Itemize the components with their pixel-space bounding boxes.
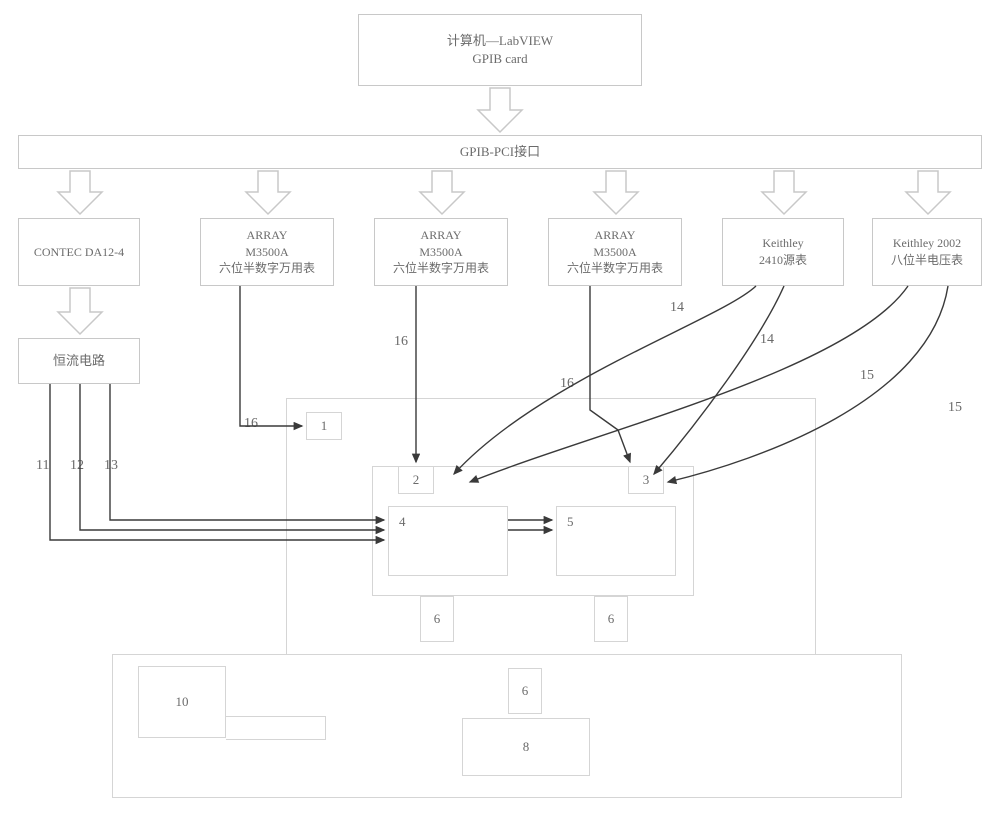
node-array-a: ARRAY M3500A 六位半数字万用表 bbox=[200, 218, 334, 286]
label-arrayC-1: ARRAY bbox=[595, 227, 636, 244]
node-6-left: 6 bbox=[420, 596, 454, 642]
label-arrayC-3: 六位半数字万用表 bbox=[567, 260, 663, 277]
label-arrayB-1: ARRAY bbox=[421, 227, 462, 244]
node-computer: 计算机—LabVIEW GPIB card bbox=[358, 14, 642, 86]
node-1: 1 bbox=[306, 412, 342, 440]
label-n6c: 6 bbox=[522, 682, 529, 700]
label-n8: 8 bbox=[523, 738, 530, 756]
wl-12: 12 bbox=[70, 458, 84, 474]
label-arrayA-1: ARRAY bbox=[247, 227, 288, 244]
connector-10 bbox=[226, 716, 326, 740]
label-n3: 3 bbox=[643, 471, 650, 489]
label-n5: 5 bbox=[567, 513, 574, 531]
label-n6b: 6 bbox=[608, 610, 615, 628]
label-k2410-2: 2410源表 bbox=[759, 252, 807, 269]
wl-16a: 16 bbox=[244, 416, 258, 432]
label-k2410-1: Keithley bbox=[762, 235, 803, 252]
wl-14a: 14 bbox=[670, 300, 684, 316]
node-6-mid: 6 bbox=[508, 668, 542, 714]
node-array-c: ARRAY M3500A 六位半数字万用表 bbox=[548, 218, 682, 286]
label-n10: 10 bbox=[176, 693, 189, 711]
node-keithley-2002: Keithley 2002 八位半电压表 bbox=[872, 218, 982, 286]
label-n2: 2 bbox=[413, 471, 420, 489]
label-arrayA-2: M3500A bbox=[245, 244, 288, 261]
label-arrayB-2: M3500A bbox=[419, 244, 462, 261]
label-k2002-2: 八位半电压表 bbox=[891, 252, 963, 269]
wl-15b: 15 bbox=[948, 400, 962, 416]
node-10: 10 bbox=[138, 666, 226, 738]
label-gpib-interface: GPIB-PCI接口 bbox=[460, 143, 540, 161]
wl-13: 13 bbox=[104, 458, 118, 474]
label-n1: 1 bbox=[321, 417, 328, 435]
label-contec: CONTEC DA12-4 bbox=[34, 244, 124, 261]
diagram-stage: 计算机—LabVIEW GPIB card GPIB-PCI接口 CONTEC … bbox=[0, 0, 1000, 822]
wl-14b: 14 bbox=[760, 332, 774, 348]
node-8: 8 bbox=[462, 718, 590, 776]
wl-15a: 15 bbox=[860, 368, 874, 384]
node-5: 5 bbox=[556, 506, 676, 576]
node-4: 4 bbox=[388, 506, 508, 576]
label-n4: 4 bbox=[399, 513, 406, 531]
wl-16b: 16 bbox=[394, 334, 408, 350]
label-arrayB-3: 六位半数字万用表 bbox=[393, 260, 489, 277]
node-6-right: 6 bbox=[594, 596, 628, 642]
label-computer-line1: 计算机—LabVIEW bbox=[447, 32, 553, 50]
node-contec: CONTEC DA12-4 bbox=[18, 218, 140, 286]
node-gpib-interface: GPIB-PCI接口 bbox=[18, 135, 982, 169]
label-n6a: 6 bbox=[434, 610, 441, 628]
label-arrayC-2: M3500A bbox=[593, 244, 636, 261]
node-array-b: ARRAY M3500A 六位半数字万用表 bbox=[374, 218, 508, 286]
label-computer-line2: GPIB card bbox=[472, 50, 527, 68]
node-3: 3 bbox=[628, 466, 664, 494]
node-2: 2 bbox=[398, 466, 434, 494]
label-k2002-1: Keithley 2002 bbox=[893, 235, 961, 252]
label-arrayA-3: 六位半数字万用表 bbox=[219, 260, 315, 277]
label-const-current: 恒流电路 bbox=[53, 352, 105, 370]
node-keithley-2410: Keithley 2410源表 bbox=[722, 218, 844, 286]
wl-11: 11 bbox=[36, 458, 49, 474]
wl-16c: 16 bbox=[560, 376, 574, 392]
node-const-current: 恒流电路 bbox=[18, 338, 140, 384]
